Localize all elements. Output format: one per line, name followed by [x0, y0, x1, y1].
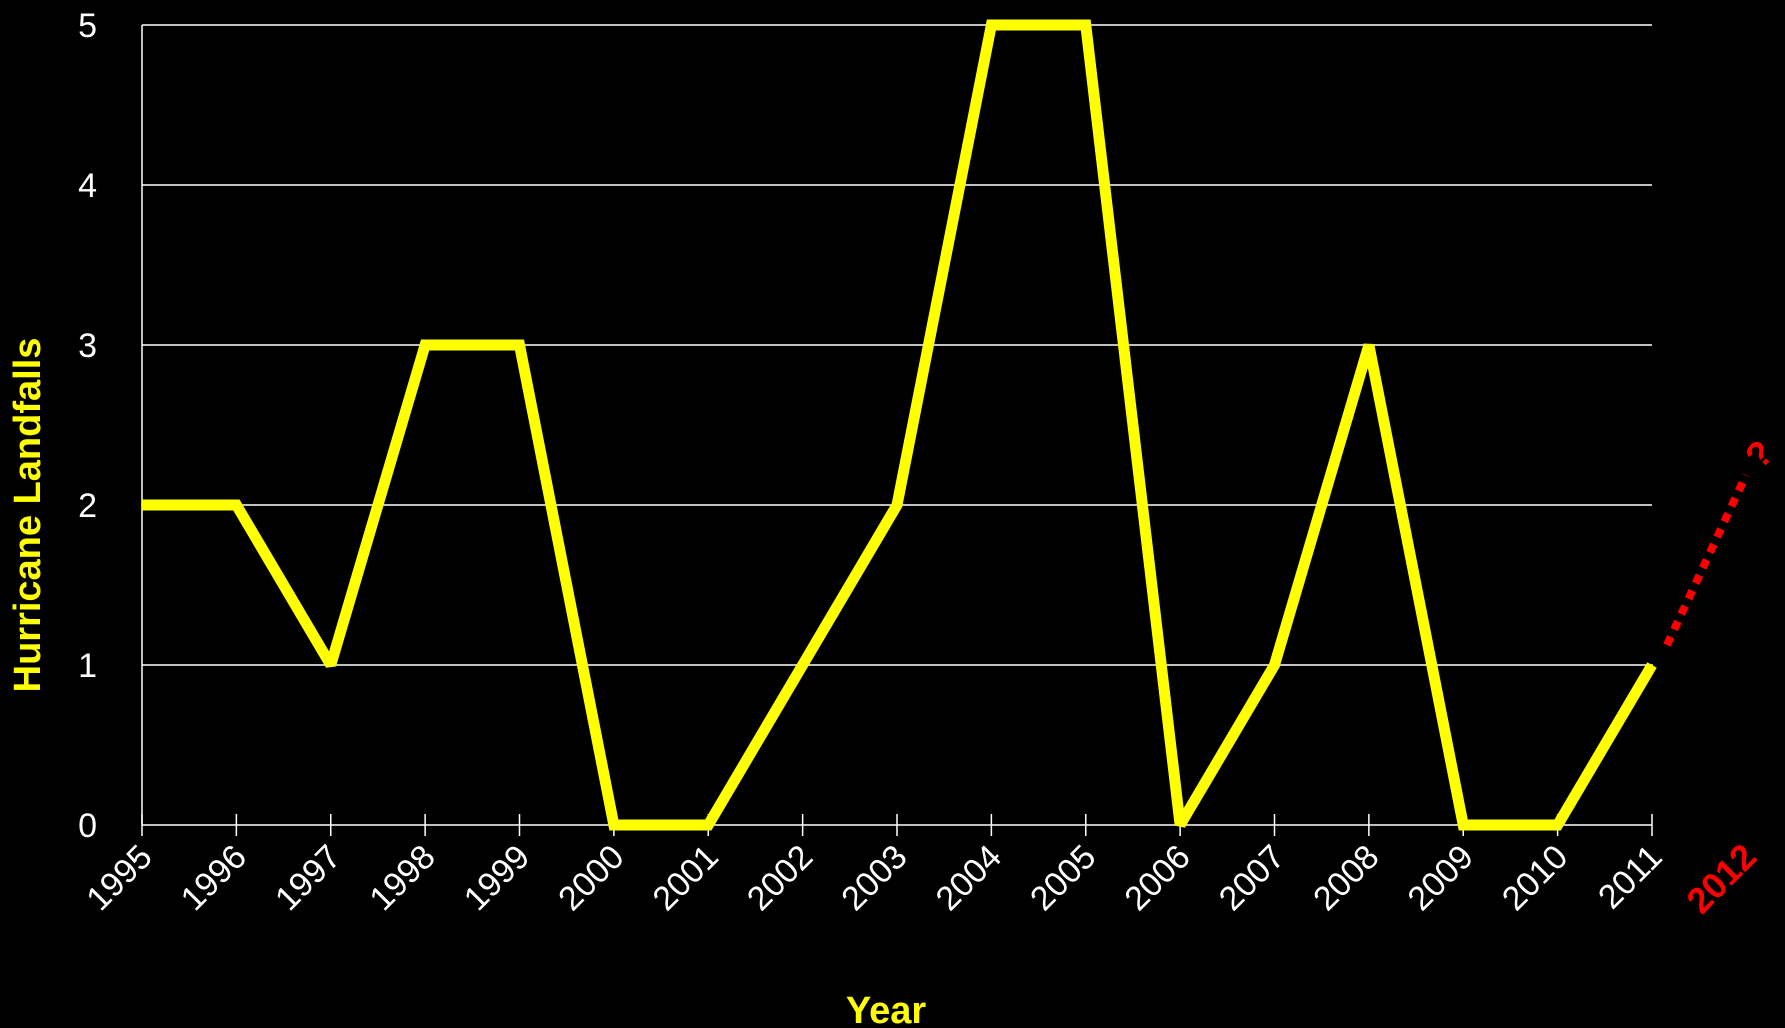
y-tick-label: 0: [78, 807, 97, 845]
data-point: [801, 664, 804, 666]
data-point: [1651, 664, 1653, 666]
x-tick-label: 2000: [551, 838, 631, 918]
forecast-projection: ? 2012: [1663, 432, 1782, 922]
x-tick-label: 1995: [79, 838, 159, 918]
y-axis-title: Hurricane Landfalls: [7, 338, 49, 693]
x-tick-label: 2011: [1591, 838, 1670, 917]
series-lines: [141, 19, 1657, 831]
data-point: [235, 504, 238, 506]
y-tick-label: 3: [78, 327, 97, 365]
y-tick-label: 2: [78, 487, 97, 525]
forecast-dotted-line: [1663, 473, 1750, 647]
data-point: [1273, 664, 1276, 666]
forecast-year-label: 2012: [1678, 836, 1764, 922]
data-point: [141, 504, 143, 506]
x-tick-label: 2006: [1117, 838, 1197, 918]
data-point: [896, 504, 898, 506]
data-point: [990, 24, 993, 26]
x-tick-label: 2009: [1401, 838, 1481, 918]
x-axis-title: Year: [846, 990, 927, 1028]
data-point: [1556, 824, 1559, 826]
x-tick-label: 1996: [174, 838, 254, 918]
data-point: [1179, 824, 1182, 826]
data-point: [1462, 824, 1465, 826]
gridlines: [142, 24, 1652, 666]
x-tick-label: 1997: [268, 838, 348, 918]
data-point: [518, 344, 521, 346]
x-tick-label: 2010: [1495, 838, 1575, 918]
data-point: [707, 824, 710, 826]
series-line-0: [142, 19, 1657, 831]
data-point: [612, 824, 615, 826]
forecast-question-mark: ?: [1737, 432, 1782, 477]
x-tick-label: 2002: [740, 838, 820, 918]
data-point: [424, 344, 427, 346]
y-tick-label: 4: [78, 167, 97, 205]
x-tick-label: 2001: [646, 838, 726, 918]
data-point: [1367, 344, 1370, 346]
axes: [141, 25, 1653, 836]
data-point: [1084, 24, 1087, 26]
x-tick-label: 2005: [1023, 838, 1103, 918]
x-tick-label: 2003: [834, 838, 914, 918]
x-tick-label: 2007: [1212, 838, 1292, 918]
data-point: [329, 664, 332, 666]
y-tick-label: 5: [78, 7, 97, 45]
x-tick-label: 1999: [457, 838, 537, 918]
x-tick-label: 1998: [362, 838, 442, 918]
x-tick-label: 2008: [1306, 838, 1386, 918]
x-tick-label: 2004: [929, 838, 1009, 918]
y-tick-label: 1: [78, 647, 97, 685]
